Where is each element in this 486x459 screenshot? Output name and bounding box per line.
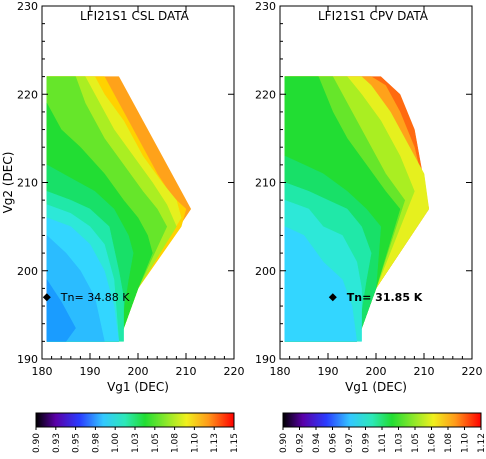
colorbar-tick-label: 0.95 [72, 433, 82, 453]
x-tick-label: 220 [462, 365, 483, 378]
colorbar-tick-label: 1.03 [131, 433, 141, 453]
x-tick-label: 190 [318, 365, 339, 378]
y-tick-label: 210 [255, 177, 276, 190]
x-axis-label-cpv: Vg1 (DEC) [345, 380, 407, 394]
colorbar-tick-label: 0.93 [52, 433, 62, 453]
colorbar-csl: 0.90 0.93 0.95 0.98 1.00 1.03 1.05 1.08 1.10 1.13… [32, 412, 240, 453]
colorbar-tick-label: 1.06 [428, 433, 438, 453]
contour-bands-csl [46, 76, 192, 342]
colorbar-ticks-csl: 0.90 0.93 0.95 0.98 1.00 1.03 1.05 1.08 1.10 1.13… [32, 427, 240, 453]
y-tick-label: 230 [255, 0, 276, 13]
colorbar-tick-label: 1.05 [151, 433, 161, 453]
chart-title-cpv: LFI21S1 CPV DATA [318, 9, 429, 23]
colorbar-tick-label: 0.92 [296, 433, 306, 453]
y-tick-label: 220 [17, 88, 38, 101]
y-tick-label: 220 [255, 88, 276, 101]
colorbar-gradient-cpv [282, 412, 482, 428]
noise-temperature-label-csl: Tn= 34.88 K [60, 291, 130, 304]
marker-group-cpv: Tn= 31.85 K [328, 291, 423, 304]
colorbar-tick-label: 1.10 [190, 433, 200, 453]
x-tick-label: 200 [366, 365, 387, 378]
chart-title-csl: LFI21S1 CSL DATA [80, 9, 190, 23]
colorbar-tick-label: 1.10 [461, 433, 471, 453]
colorbar-tick-label: 1.08 [171, 433, 181, 453]
y-tick-label: 190 [17, 353, 38, 366]
colorbar-tick-label: 1.01 [378, 433, 388, 453]
colorbar-tick-label: 0.97 [345, 433, 355, 453]
colorbar-tick-label: 0.90 [279, 433, 289, 453]
optimum-marker-cpv [328, 293, 337, 302]
noise-temperature-label-cpv: Tn= 31.85 K [347, 291, 423, 304]
y-tick-label: 230 [17, 0, 38, 13]
contour-bands-cpv [284, 76, 430, 342]
y-axis-label-csl: Vg2 (DEC) [1, 152, 15, 214]
colorbar-gradient-csl [35, 412, 235, 428]
contour-band [46, 278, 76, 342]
colorbar-tick-label: 1.00 [111, 433, 121, 453]
colorbar-tick-label: 1.15 [230, 433, 240, 453]
y-tick-label: 210 [17, 177, 38, 190]
chart-panel-csl: LFI21S1 CSL DATA Vg1 (DEC) Vg2 (DEC) 180… [1, 0, 245, 453]
colorbar-tick-label: 1.12 [477, 433, 486, 453]
colorbar-tick-label: 0.94 [312, 433, 322, 453]
x-tick-label: 180 [270, 365, 291, 378]
colorbar-tick-label: 0.96 [329, 433, 339, 453]
x-axis-label-csl: Vg1 (DEC) [107, 380, 169, 394]
colorbar-tick-label: 0.90 [32, 433, 42, 453]
colorbar-ticks-cpv: 0.90 0.92 0.94 0.96 0.97 0.99 1.01 1.03 1.05 1.06… [279, 427, 486, 453]
marker-group-csl: Tn= 34.88 K [42, 291, 130, 304]
x-tick-label: 190 [80, 365, 101, 378]
y-tick-label: 190 [255, 353, 276, 366]
colorbar-tick-label: 1.05 [411, 433, 421, 453]
colorbar-cpv: 0.90 0.92 0.94 0.96 0.97 0.99 1.01 1.03 1.05 1.06… [279, 412, 486, 453]
x-tick-label: 180 [32, 365, 53, 378]
colorbar-tick-label: 0.98 [91, 433, 101, 453]
x-tick-label: 220 [224, 365, 245, 378]
y-tick-label: 200 [255, 265, 276, 278]
colorbar-tick-label: 1.13 [210, 433, 220, 453]
x-tick-label: 200 [128, 365, 149, 378]
colorbar-tick-label: 1.08 [444, 433, 454, 453]
colorbar-tick-label: 0.99 [362, 433, 372, 453]
contour-band [284, 226, 358, 342]
x-tick-label: 210 [176, 365, 197, 378]
optimum-marker-csl [42, 293, 51, 302]
colorbar-tick-label: 1.03 [395, 433, 405, 453]
y-tick-label: 200 [17, 265, 38, 278]
chart-panel-cpv: LFI21S1 CPV DATA Vg1 (DEC) 180 190 200 210 2… [255, 0, 486, 453]
x-tick-label: 210 [414, 365, 435, 378]
